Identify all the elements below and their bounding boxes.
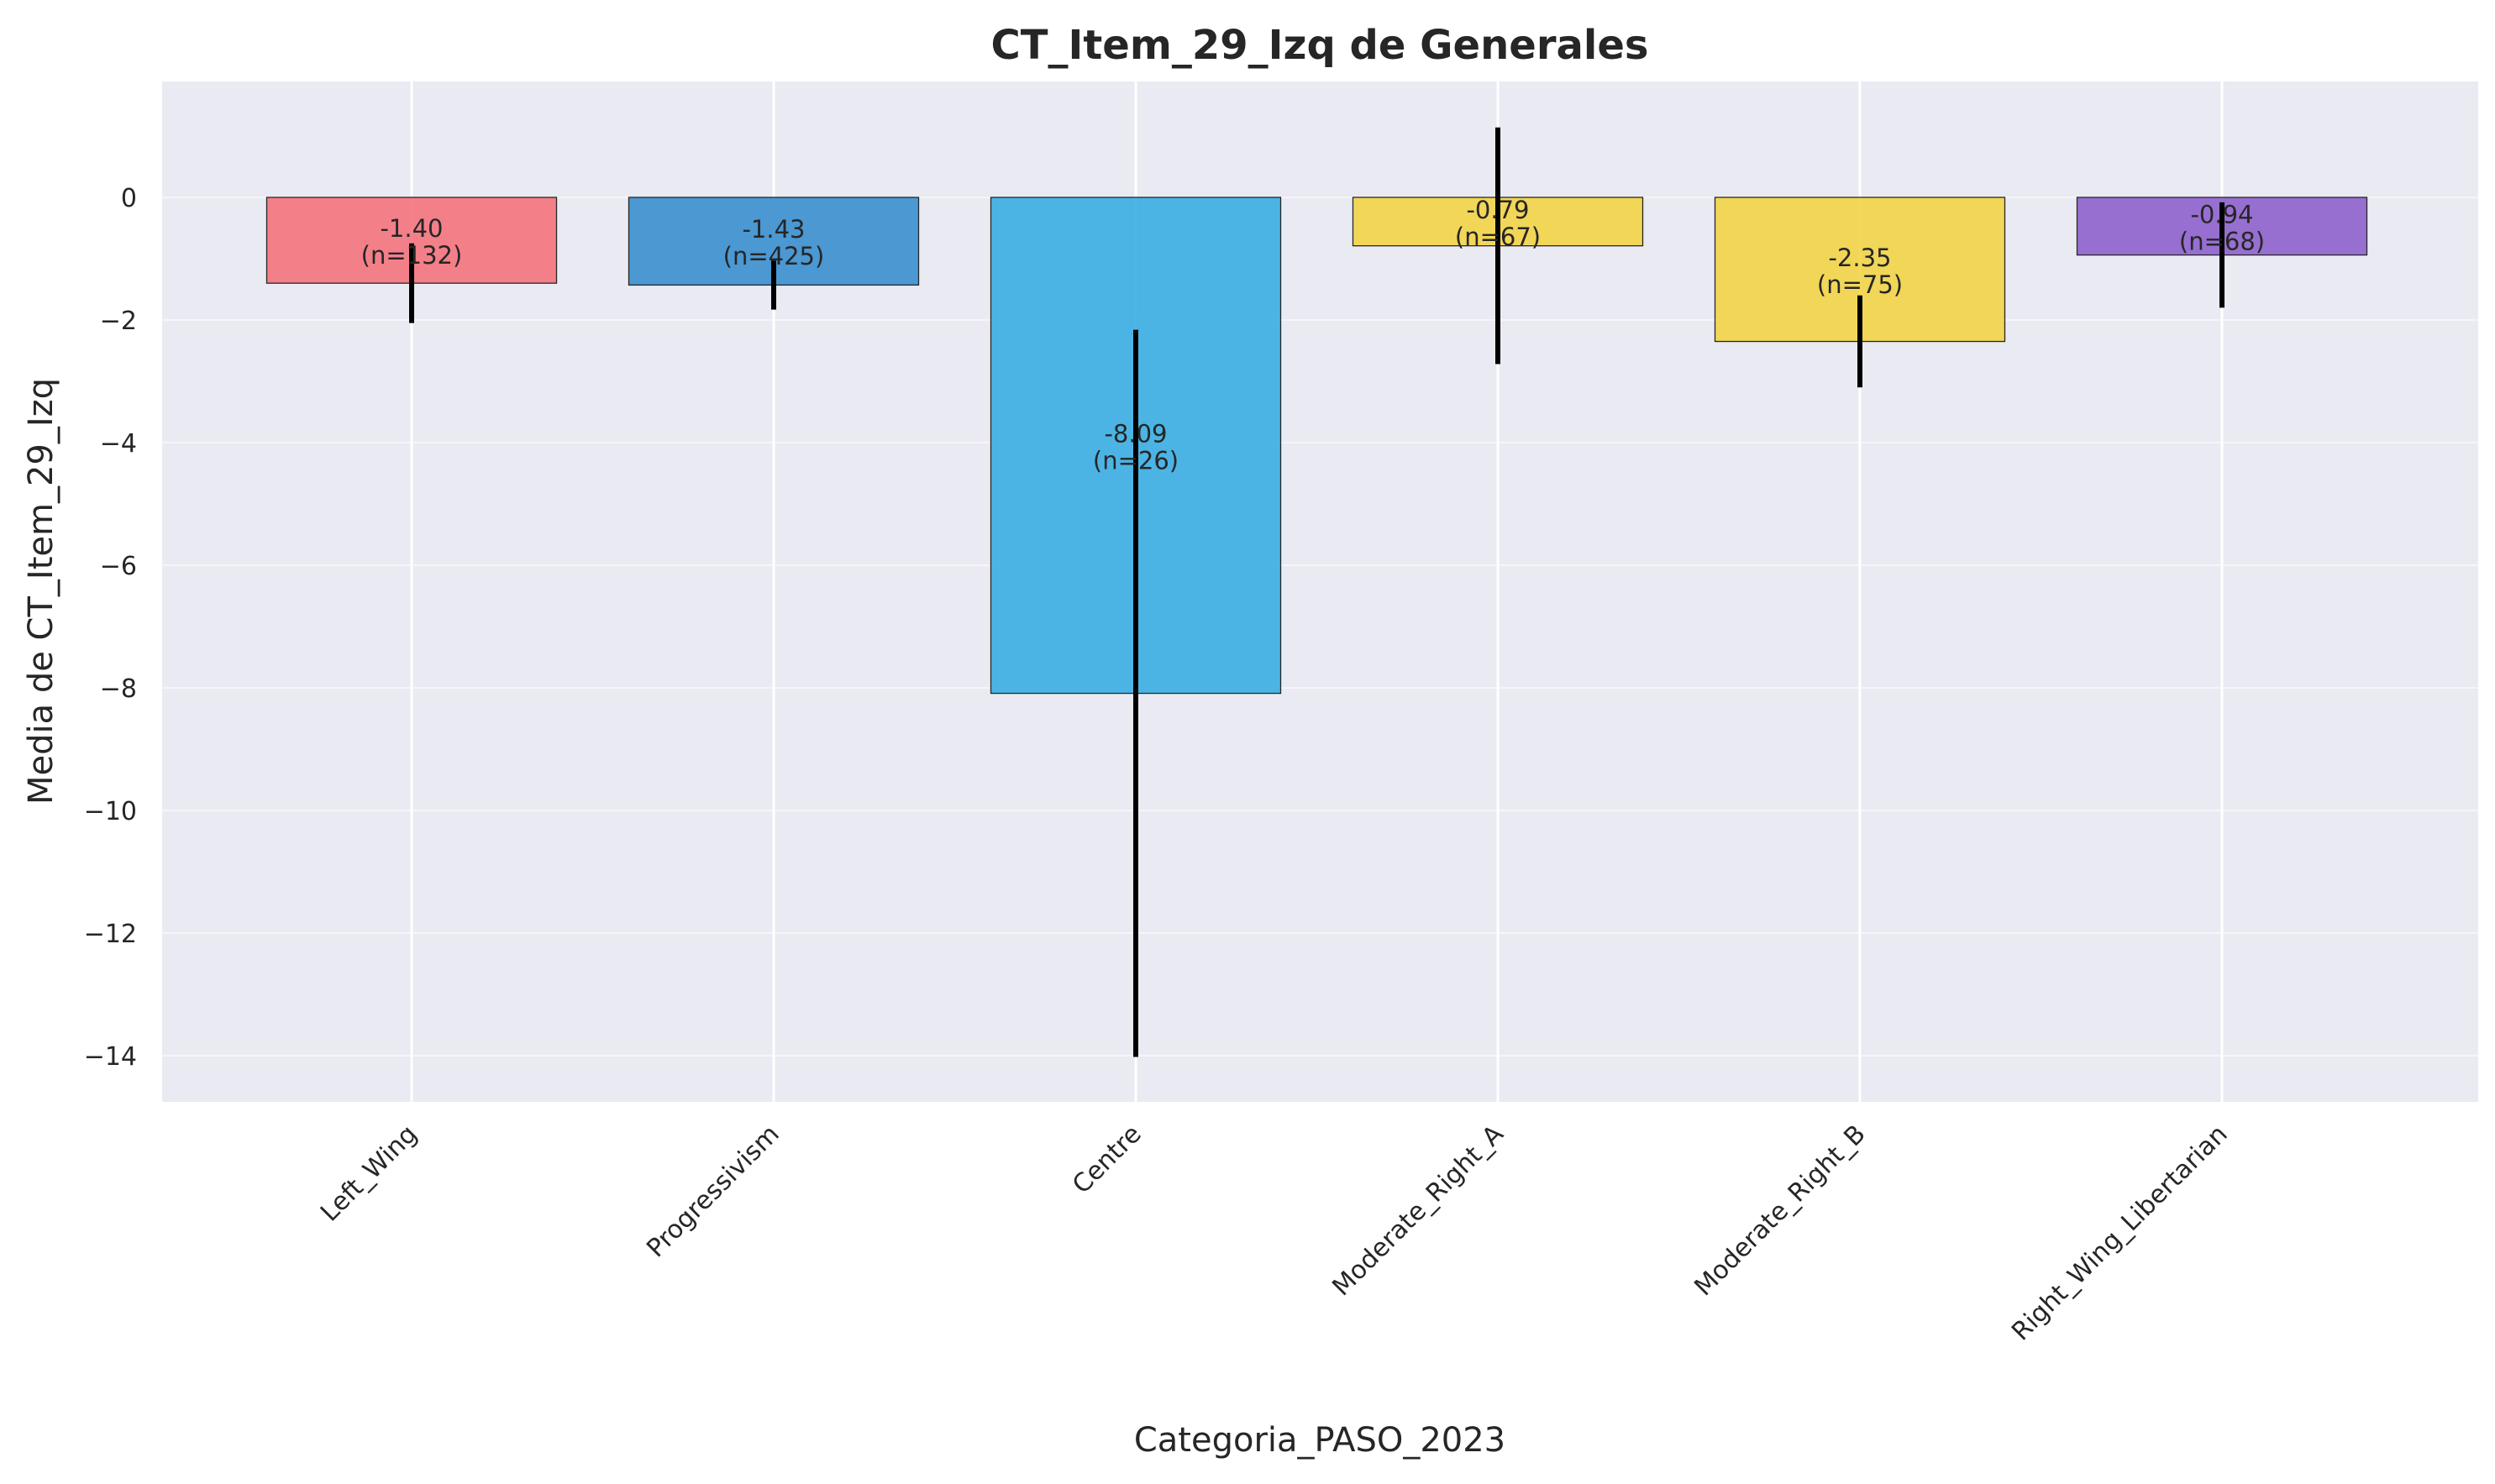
- bar-value-label: -0.94: [2190, 200, 2253, 228]
- x-tick-label: Progressivism: [641, 1120, 785, 1263]
- x-tick-label: Centre: [1067, 1120, 1148, 1200]
- y-axis-ticks: 0 −2 −4 −6 −8 −10 −12 −14: [84, 184, 137, 1072]
- y-tick-label: −4: [100, 429, 137, 459]
- bar-value-label: -1.40: [380, 214, 443, 243]
- y-axis-label: Media de CT_Item_29_Izq: [22, 378, 60, 805]
- chart-title: CT_Item_29_Izq de Generales: [991, 22, 1649, 69]
- bar-n-label: (n=75): [1817, 270, 1903, 299]
- x-tick-label: Right_Wing_Libertarian: [2006, 1120, 2233, 1346]
- y-tick-label: −2: [100, 307, 137, 336]
- bar-value-label: -0.79: [1466, 196, 1529, 224]
- x-axis-label: Categoria_PASO_2023: [1134, 1421, 1505, 1460]
- bar-labels: -1.40(n=132) -1.43(n=425) -8.09(n=26) -0.79…: [361, 196, 2265, 475]
- y-tick-label: −14: [84, 1042, 137, 1072]
- bar-n-label: (n=132): [361, 241, 463, 270]
- y-tick-label: −12: [84, 920, 137, 949]
- error-bars: [409, 127, 2224, 1057]
- y-tick-label: −8: [100, 674, 137, 704]
- y-tick-label: −10: [84, 797, 137, 826]
- x-tick-label: Left_Wing: [315, 1120, 423, 1228]
- x-tick-label: Moderate_Right_B: [1689, 1120, 1871, 1302]
- x-tick-label: Moderate_Right_A: [1326, 1120, 1510, 1303]
- bar-n-label: (n=425): [723, 242, 825, 270]
- y-tick-label: −6: [100, 552, 137, 581]
- y-tick-label: 0: [121, 184, 137, 213]
- x-axis-ticks: Left_Wing Progressivism Centre Moderate_Rig…: [315, 1120, 2234, 1347]
- bar-value-label: -1.43: [742, 215, 805, 244]
- bar-n-label: (n=26): [1093, 446, 1179, 475]
- bar-value-label: -8.09: [1104, 419, 1167, 448]
- bar-n-label: (n=67): [1455, 223, 1541, 251]
- bar-value-label: -2.35: [1828, 244, 1891, 272]
- bar-n-label: (n=68): [2179, 227, 2265, 255]
